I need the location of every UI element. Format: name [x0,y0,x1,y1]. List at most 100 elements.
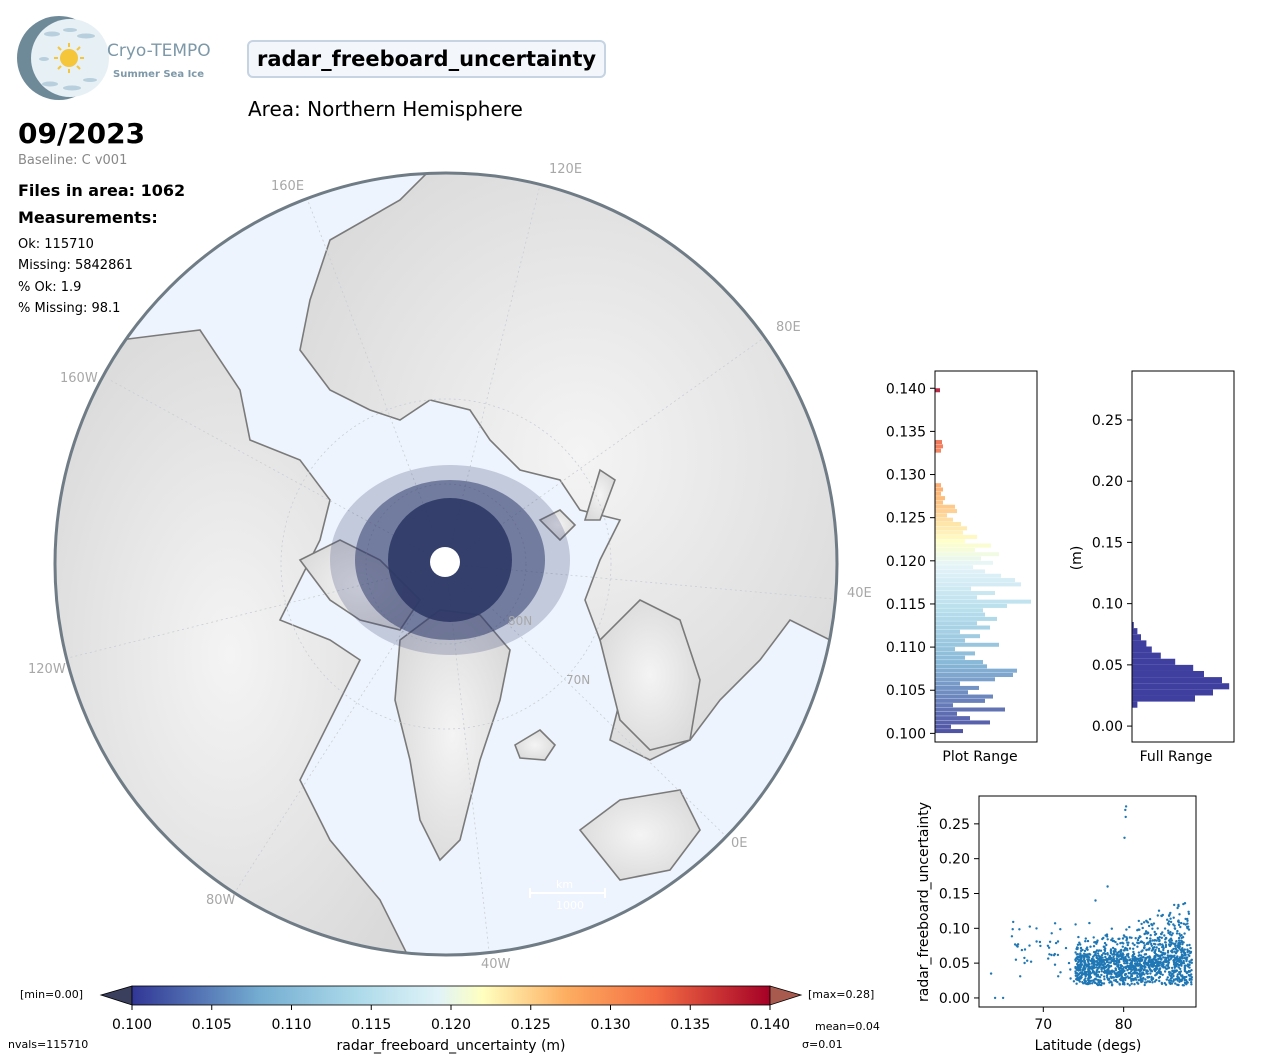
y-tick-label: 0.125 [886,511,926,527]
histogram-bar [935,483,941,488]
scatter-point [1023,961,1026,965]
scatter-point [1147,924,1151,928]
scatter-point [1178,960,1181,964]
scatter-point [1046,944,1050,947]
scatter-point [1132,950,1135,954]
scatter-point [1150,959,1153,962]
scatter-point [993,996,997,1000]
scatter-point [1168,923,1171,926]
histogram-bar [935,565,973,570]
scatter-point [1111,937,1114,940]
scatter-point [1136,960,1139,963]
scatter-point [1129,964,1132,967]
scatter-point [1186,981,1189,984]
scatter-point [1012,920,1015,924]
scatter-point [1188,960,1191,963]
histogram-bar [1132,701,1138,708]
scatter-point [1190,983,1193,986]
histogram-bar [935,530,963,535]
scatter-point [1020,948,1024,952]
histogram-bar [935,521,961,527]
scatter-point [1173,950,1176,953]
scatter-point [1081,968,1084,972]
scatter-point [1122,976,1125,980]
scatter-point [1158,964,1161,967]
scatter-point [1029,960,1033,963]
histogram-bar [935,694,993,699]
scatter-point [1167,929,1170,932]
scatter-point [1183,948,1187,951]
scatter-point [1160,914,1164,918]
scatter-point [1074,974,1078,977]
scatter-point [1182,902,1185,906]
scatter-point [1092,936,1095,939]
histogram-bar [1132,689,1213,696]
scatter-point [1092,950,1096,954]
scatter-point [1123,962,1126,965]
scatter-point [1121,937,1125,940]
scatter-point [1137,936,1140,940]
histogram-bar [935,608,983,613]
scatter-point [1094,963,1098,966]
scatter-point [1028,925,1032,928]
scatter-point [1117,961,1120,964]
scatter-point [1133,968,1136,971]
colorbar: 0.100 0.105 0.110 0.115 0.120 0.125 0.130 0.135… [99,985,803,1054]
scatter-point [1190,976,1194,979]
scatter-point [1134,962,1137,965]
histogram-bar [935,573,1001,578]
scatter-point [1174,957,1177,960]
scatter-point [1177,936,1181,940]
scatter-point [1158,975,1162,979]
scatter-point [1169,920,1173,924]
scatter-point [1141,940,1144,944]
scatter-point [1131,964,1134,967]
scatter-point [1176,973,1180,976]
histogram-bar [935,517,953,522]
scatter-point [1172,916,1175,919]
scatter-point [1107,961,1111,964]
latitude-labels: 80N 70N [508,614,590,687]
histogram-bar [935,625,990,630]
scatter-point [1184,917,1187,921]
scatter-point [1100,973,1103,977]
scatter-point [1099,955,1102,958]
scatter-point [1163,927,1167,930]
scatter-point [1147,942,1150,945]
scatter-point [1093,959,1096,963]
scatter-point [1116,971,1119,975]
scatter-point [1014,958,1018,961]
scatter-point [1183,969,1187,973]
scatter-point [1016,943,1020,946]
scatter-point [1155,946,1158,949]
scatter-point [1077,976,1081,980]
scatter-point [1176,957,1180,961]
land-scandinavia [599,599,701,751]
histogram-bar [935,595,977,600]
scatter-point [1092,945,1096,948]
histogram-bar [935,552,999,557]
colorbar-min-extend [99,985,133,1006]
histogram-bar [935,698,985,703]
scatter-point [1159,960,1162,964]
scatter-point [1177,942,1180,945]
scatter-point [1150,942,1153,946]
scatter-point [1136,975,1139,979]
scatter-point [1165,978,1169,981]
colorbar-gradient [131,985,771,1006]
scatter-point [1084,962,1087,965]
scatter-point [1039,944,1042,948]
scatter-point [1122,953,1125,956]
scatter-point [1131,942,1135,945]
scatter-point [1165,956,1168,960]
scatter-point [1081,980,1084,984]
scatter-point [1166,918,1169,921]
scatter-point [1176,955,1179,958]
scatter-point [1038,940,1042,944]
scatter-point [1169,971,1172,974]
x-tick-label: 80 [1115,1017,1133,1033]
scatter-point [1116,951,1119,955]
scatter-point [1102,982,1106,985]
scatter-point [1088,979,1092,983]
scatter-point [1138,970,1142,973]
